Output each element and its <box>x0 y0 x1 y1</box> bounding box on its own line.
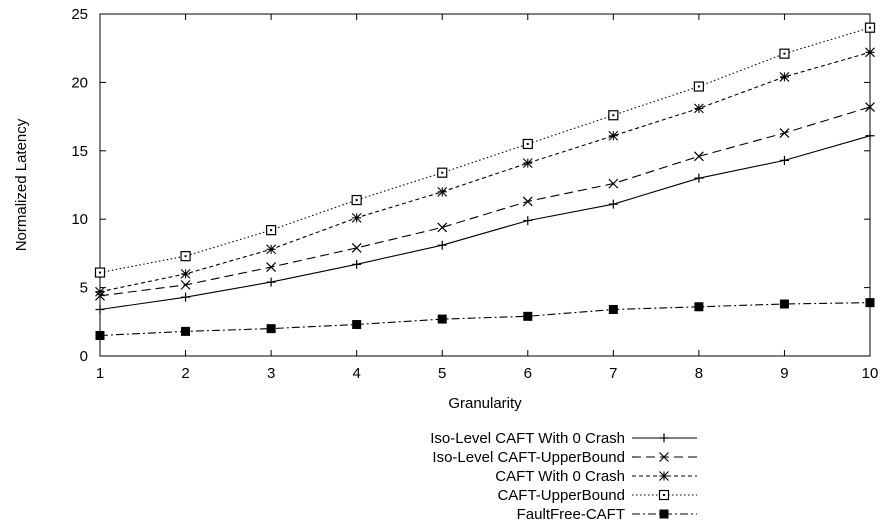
marker-open-square-dot <box>270 229 273 232</box>
y-axis-label: Normalized Latency <box>13 118 30 251</box>
legend-label: Iso-Level CAFT-UpperBound <box>432 449 625 466</box>
marker-plus <box>266 277 276 287</box>
marker-plus <box>181 292 191 302</box>
series-layer <box>94 22 876 340</box>
marker-open-square-dot <box>441 171 444 174</box>
marker-cross <box>180 279 191 290</box>
marker-open-square-dot <box>99 271 101 274</box>
series-line <box>99 27 871 274</box>
x-tick-label: 4 <box>352 365 360 382</box>
marker-filled-square <box>779 299 789 309</box>
series-group <box>94 22 876 278</box>
series-line <box>99 106 871 297</box>
legend-item: CAFT-UpperBound <box>497 487 697 504</box>
marker-cross <box>865 102 875 112</box>
y-tick-label: 25 <box>71 6 88 23</box>
marker-filled-square <box>266 324 276 334</box>
marker-cross <box>437 222 448 233</box>
y-tick-label: 15 <box>71 143 88 160</box>
y-tick-label: 5 <box>80 280 88 297</box>
x-axis-label: Granularity <box>448 395 522 412</box>
series-group <box>95 102 875 301</box>
x-tick-label: 8 <box>695 365 703 382</box>
series-line <box>99 51 871 293</box>
legend-label: CAFT With 0 Crash <box>495 468 625 485</box>
marker-asterisk <box>437 186 448 197</box>
legend-item: CAFT With 0 Crash <box>495 468 697 485</box>
axis-ticks: 1 2 3 4 5 6 7 8 9 10 0 5 10 15 20 25 <box>71 6 878 382</box>
marker-open-square-dot <box>184 255 187 258</box>
series-group <box>95 131 875 314</box>
plot-frame <box>99 13 871 357</box>
marker-cross <box>608 178 619 189</box>
marker-filled-square <box>352 320 362 330</box>
marker-plus <box>523 216 533 226</box>
marker-open-square-dot <box>612 114 615 117</box>
marker-filled-square <box>865 298 875 308</box>
marker-open-square-dot <box>783 52 786 55</box>
marker-plus <box>865 131 875 141</box>
marker-cross <box>693 151 704 162</box>
marker-asterisk <box>95 286 105 297</box>
marker-cross <box>522 196 533 207</box>
marker-filled-square <box>95 330 105 340</box>
legend-item: FaultFree-CAFT <box>517 506 697 523</box>
marker-cross <box>351 243 362 253</box>
marker-asterisk <box>694 103 704 114</box>
marker-plus <box>694 173 704 183</box>
y-tick-label: 20 <box>71 74 88 91</box>
y-tick-label: 0 <box>80 348 88 365</box>
marker-asterisk <box>180 269 191 279</box>
marker-asterisk <box>266 244 276 255</box>
marker-filled-square <box>694 302 704 312</box>
series-group <box>95 47 875 297</box>
x-tick-label: 3 <box>267 365 275 382</box>
marker-cross <box>779 128 790 138</box>
marker-open-square-dot <box>697 85 700 88</box>
legend: Iso-Level CAFT With 0 Crash Iso-Level CAF… <box>430 430 697 523</box>
marker-plus <box>352 259 362 269</box>
marker-asterisk <box>351 212 362 223</box>
legend-item: Iso-Level CAFT-UpperBound <box>432 449 697 466</box>
marker-filled-square <box>659 509 669 519</box>
marker-plus <box>95 304 105 314</box>
marker-filled-square <box>437 314 447 324</box>
legend-label: CAFT-UpperBound <box>497 487 625 504</box>
legend-item: Iso-Level CAFT With 0 Crash <box>430 430 697 447</box>
marker-cross <box>266 262 277 273</box>
marker-open-square-dot <box>869 26 871 29</box>
series-line <box>99 135 871 311</box>
marker-asterisk <box>659 471 669 481</box>
series-group <box>95 298 875 340</box>
x-tick-label: 6 <box>524 365 532 382</box>
y-tick-label: 10 <box>71 211 88 228</box>
marker-plus <box>437 240 447 250</box>
x-tick-label: 9 <box>780 365 788 382</box>
legend-label: Iso-Level CAFT With 0 Crash <box>430 430 625 447</box>
marker-plus <box>659 433 669 443</box>
series-line <box>99 302 871 337</box>
marker-plus <box>779 155 789 165</box>
marker-open-square-dot <box>355 199 358 202</box>
x-tick-label: 2 <box>181 365 189 382</box>
marker-asterisk <box>608 130 619 141</box>
marker-cross <box>659 452 669 462</box>
marker-filled-square <box>608 304 618 314</box>
marker-asterisk <box>522 158 533 169</box>
marker-filled-square <box>181 326 191 336</box>
marker-plus <box>608 199 618 209</box>
x-tick-label: 7 <box>609 365 617 382</box>
marker-filled-square <box>523 311 533 321</box>
marker-asterisk <box>865 47 875 58</box>
x-tick-label: 10 <box>862 365 879 382</box>
legend-label: FaultFree-CAFT <box>517 506 625 523</box>
x-tick-label: 5 <box>438 365 446 382</box>
marker-open-square-dot <box>526 142 529 145</box>
x-tick-label: 1 <box>96 365 104 382</box>
marker-open-square-dot <box>663 494 665 496</box>
marker-asterisk <box>779 72 790 82</box>
